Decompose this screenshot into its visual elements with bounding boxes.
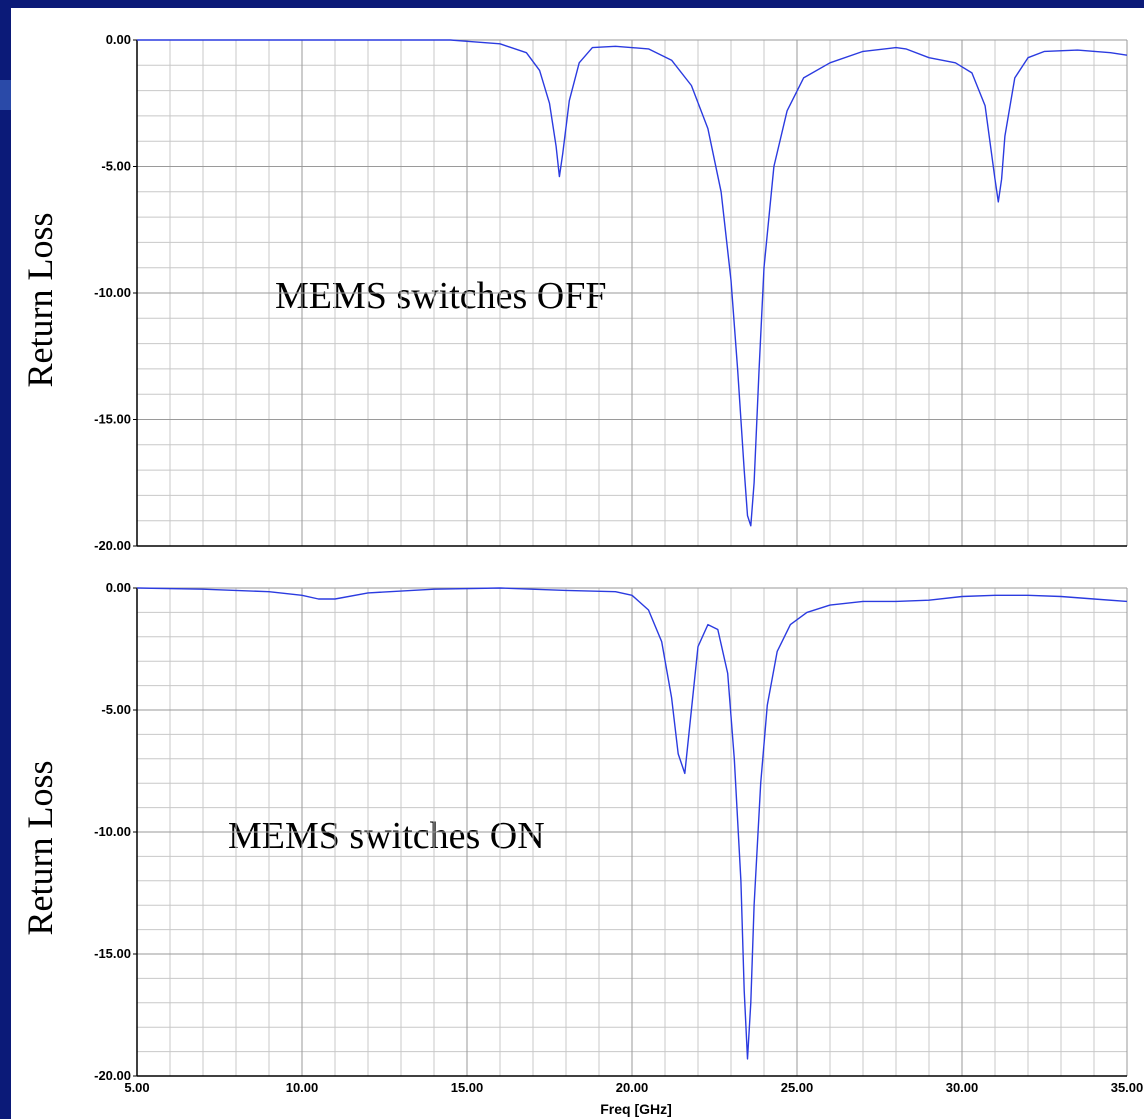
y-tick-label: -10.00 (94, 824, 131, 839)
x-tick-label: 25.00 (781, 1080, 814, 1095)
chart-annotation: MEMS switches OFF (275, 275, 607, 317)
slide-frame-accent (0, 80, 11, 110)
y-tick-label: -5.00 (101, 159, 131, 174)
x-tick-label: 20.00 (616, 1080, 649, 1095)
slide-frame-top (0, 0, 1144, 8)
y-tick-label: -15.00 (94, 946, 131, 961)
y-tick-label: -15.00 (94, 412, 131, 427)
series-line (137, 39, 1128, 527)
y-axis-label: Return Loss (20, 213, 60, 388)
grid (136, 39, 1128, 547)
x-axis-label: Freq [GHz] (600, 1101, 672, 1117)
y-tick-label: 0.00 (106, 32, 131, 47)
slide-frame-left (0, 0, 11, 1119)
y-tick-label: -20.00 (94, 538, 131, 553)
y-axis-label: Return Loss (20, 761, 60, 936)
y-tick-label: -20.00 (94, 1068, 131, 1083)
grid (136, 587, 1128, 1077)
x-tick-label: 15.00 (451, 1080, 484, 1095)
y-tick-label: 0.00 (106, 580, 131, 595)
x-tick-label: 5.00 (124, 1080, 149, 1095)
x-tick-label: 35.00 (1111, 1080, 1144, 1095)
y-tick-label: -10.00 (94, 285, 131, 300)
chart-mems-off: Return Loss MEMS switches OFF 0.00 -5.00 -… (20, 32, 1128, 553)
y-tick-label: -5.00 (101, 702, 131, 717)
x-tick-label: 30.00 (946, 1080, 979, 1095)
series-line (136, 587, 1128, 1060)
chart-mems-on: Return Loss MEMS switches ON Freq [GHz] … (20, 580, 1143, 1117)
chart-annotation: MEMS switches ON (228, 815, 545, 857)
x-tick-label: 10.00 (286, 1080, 319, 1095)
